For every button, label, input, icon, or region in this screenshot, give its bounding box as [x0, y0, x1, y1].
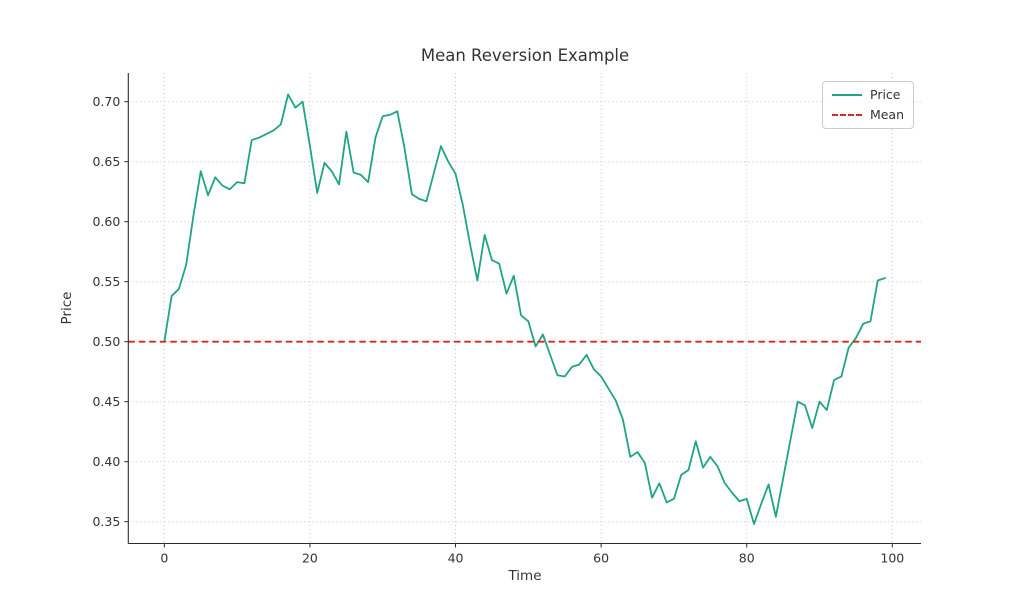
x-tick-label: 60 [593, 551, 609, 566]
y-tick-label: 0.65 [92, 154, 120, 169]
legend-item-price: Price [832, 87, 904, 102]
mean-line-swatch [832, 113, 862, 116]
gridlines [128, 73, 921, 544]
axes-spines [127, 73, 921, 545]
x-tick-label: 0 [160, 551, 168, 566]
y-tick-label: 0.35 [92, 514, 120, 529]
x-tick-label: 40 [448, 551, 464, 566]
y-tick-label: 0.55 [92, 274, 120, 289]
x-tick-label: 80 [739, 551, 755, 566]
legend-label-price: Price [870, 87, 901, 102]
y-tick-label: 0.70 [92, 94, 120, 109]
y-tick-label: 0.60 [92, 214, 120, 229]
y-tick-label: 0.40 [92, 454, 120, 469]
price-line [163, 93, 886, 525]
legend: Price Mean [822, 81, 914, 129]
legend-label-mean: Mean [869, 106, 904, 122]
x-axis-label: Time [508, 568, 542, 584]
tick-labels: 0 20 40 60 80 100 0.35 0.40 0.45 0.50 0.55 0.60 0.65… [92, 94, 904, 565]
x-tick-label: 20 [302, 551, 318, 566]
price-line-swatch [832, 94, 862, 97]
x-tick-label: 100 [880, 551, 904, 566]
chart-title: Mean Reversion Example [420, 46, 630, 65]
y-tick-label: 0.45 [92, 394, 120, 409]
tick-marks [124, 101, 893, 548]
y-tick-label: 0.50 [92, 334, 120, 349]
legend-item-mean: Mean [832, 106, 904, 122]
